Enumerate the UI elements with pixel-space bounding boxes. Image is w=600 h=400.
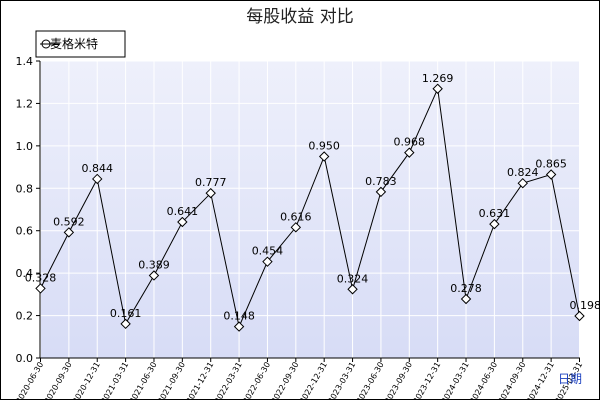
x-tick-label: 2020-06-30 [14,361,45,400]
data-point-marker [489,218,500,230]
series-line [40,86,580,329]
data-point-marker [404,147,415,158]
data-label: 0.844 [81,162,113,175]
x-tick-label: 2020-09-30 [43,361,74,400]
data-labels: 0.328 0.592 0.844 0.161 0.389 0.641 0.777 0.148… [25,72,600,323]
data-label: 0.641 [167,205,199,218]
data-point-marker [318,151,330,162]
x-axis-label: 日期 [558,372,582,386]
x-tick-label: 2023-03-31 [326,361,357,400]
data-label: 0.198 [570,299,600,312]
y-tick-label: 1.0 [16,140,34,153]
data-label: 1.269 [422,72,454,85]
x-tick-label: 2023-06-30 [355,361,386,400]
data-point-marker [148,270,160,281]
data-label: 0.324 [337,272,369,285]
data-label: 0.968 [394,136,426,149]
axes [39,61,580,359]
data-label: 0.278 [450,282,482,295]
data-label: 0.328 [25,271,57,284]
data-point-marker [120,318,131,330]
grid-lines [40,60,580,358]
y-tick-label: 0.4 [16,267,34,280]
data-point-marker [432,83,443,94]
legend: 麦格米特 [35,30,126,58]
y-tick-label: 0.8 [16,182,34,195]
data-point-marker [177,216,188,228]
x-tick-label: 2022-09-30 [270,361,301,400]
data-label: 0.454 [252,245,284,258]
x-tick-label: 2024-03-31 [440,361,471,400]
x-tick-label: 2023-12-31 [411,361,442,400]
data-label: 0.824 [507,166,539,179]
x-tick-label: 2021-06-30 [128,361,159,400]
data-point-marker [35,283,46,294]
x-tick-label: 2024-12-31 [525,361,556,400]
x-tick-label: 2021-12-31 [184,361,215,400]
data-point-marker [545,169,557,180]
x-tick-label: 2023-09-30 [383,361,414,400]
legend-marker [41,39,51,49]
data-label: 0.148 [223,310,255,323]
y-tick-label: 1.2 [16,97,34,110]
x-axis-ticks: 2020-06-302020-09-302020-12-312021-03-31… [14,358,584,400]
x-tick-label: 2020-12-31 [71,361,102,400]
data-point-marker [233,321,245,332]
data-point-marker [574,310,585,322]
y-axis-ticks: 0.0 0.2 0.4 0.6 0.8 1.0 1.2 1.4 [16,55,40,365]
data-label: 0.161 [110,307,142,320]
data-label: 0.616 [280,210,312,223]
data-point-marker [262,256,273,267]
data-label: 0.592 [53,215,85,228]
series-layer [35,83,585,332]
data-label: 0.389 [138,258,170,271]
data-point-marker [460,293,472,305]
legend-label: 麦格米特 [50,36,98,51]
x-tick-label: 2022-06-30 [241,361,272,400]
x-tick-label: 2022-03-31 [213,361,244,400]
data-point-marker [517,177,528,189]
y-tick-label: 0.0 [16,352,34,365]
x-tick-label: 2024-09-30 [496,361,527,400]
data-point-marker [92,173,103,185]
data-label: 0.865 [535,157,567,170]
data-point-marker [347,284,358,295]
data-label: 0.777 [195,176,227,189]
data-point-marker [290,222,302,233]
x-tick-label: 2021-03-31 [99,361,130,400]
x-tick-label: 2022-12-31 [298,361,329,400]
data-point-marker [375,186,387,198]
data-point-marker [205,187,216,199]
y-tick-label: 0.6 [16,225,34,238]
x-tick-label: 2024-06-30 [468,361,499,400]
data-label: 0.631 [479,207,511,220]
data-point-marker [63,227,75,238]
data-label: 0.783 [365,175,397,188]
y-tick-label: 1.4 [16,55,34,68]
y-tick-label: 0.2 [16,310,34,323]
data-label: 0.950 [308,139,340,152]
chart-title: 每股收益 对比 [246,7,353,27]
plot-area [40,61,580,358]
x-tick-label: 2021-09-30 [156,361,187,400]
